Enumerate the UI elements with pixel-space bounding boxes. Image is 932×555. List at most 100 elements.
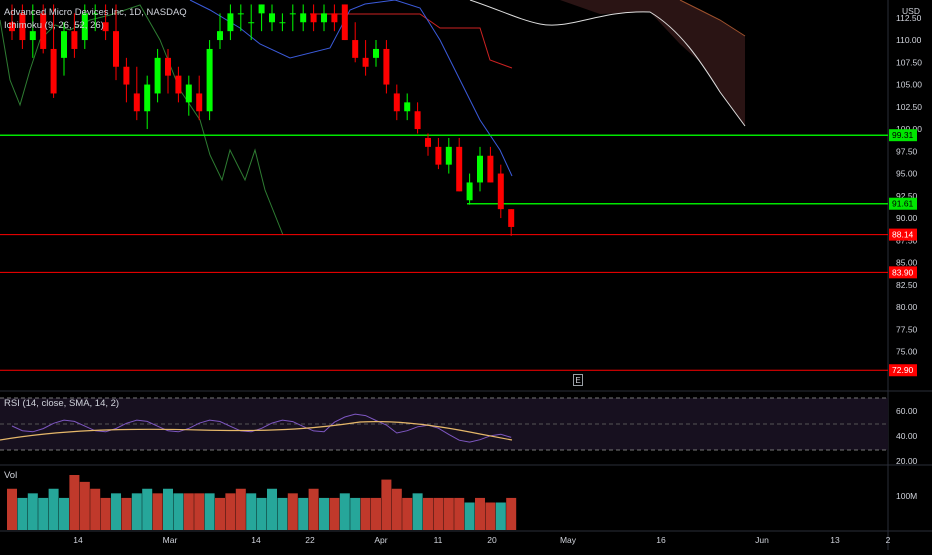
candle-body [92,13,99,15]
volume-bar [381,479,392,530]
kumo-cloud [500,0,745,126]
candle-body [71,31,78,49]
volume-bar [391,488,402,530]
candle-body [508,209,515,227]
candle-body [113,31,119,67]
candle-body [165,57,171,76]
candle-body [425,137,431,147]
volume-bar [267,488,277,530]
price-tick-label: 100.00 [896,124,922,134]
candle-body [175,75,182,94]
candle-body [300,13,307,23]
price-level-badge-label: 83.90 [892,267,914,277]
symbol-title: Advanced Micro Devices Inc, 1D, NASDAQ [4,7,187,18]
price-level-badge-bg [889,228,917,241]
candle-body [497,173,504,210]
candle-body [206,48,213,112]
candle-body [383,48,390,85]
time-tick-label: 22 [305,535,315,545]
price-tick-label: 80.00 [896,302,918,312]
candle-body [144,84,151,112]
volume-bar [277,497,288,530]
volume-bar [319,497,329,530]
volume-bar [69,475,80,530]
candle-body [487,155,494,183]
candle-body [40,13,47,49]
candle-body [404,102,411,112]
time-tick-label: 20 [487,535,497,545]
candle-body [133,93,140,112]
price-level-badge-label: 99.31 [892,130,914,140]
time-tick-label: 14 [73,535,83,545]
volume-bar [412,493,423,530]
earnings-icon[interactable]: E [573,374,583,386]
price-tick-label: 75.00 [896,347,918,357]
time-tick-label: 14 [251,535,261,545]
price-tick-label: 107.50 [896,57,922,67]
candle-body [269,13,275,23]
volume-bar [7,488,17,530]
volume-bar [298,497,309,530]
candle-body [217,31,223,41]
volume-bar [215,497,225,530]
time-tick-label: Apr [374,535,387,545]
volume-bar [27,493,38,530]
volume-bar [90,488,101,530]
rsi-tick-label: 60.00 [896,406,918,416]
volume-bar [506,497,517,530]
candle-body [456,146,463,192]
price-level-badge-bg [889,129,917,142]
price-level-badge[interactable]: 91.61 [889,197,917,210]
price-level-badge[interactable]: 88.14 [889,228,917,241]
candle-body [466,182,473,201]
candle-body [414,111,421,130]
price-level-badge-bg [889,364,917,377]
price-tick-label: 92.50 [896,191,918,201]
price-tick-label: 105.00 [896,80,922,90]
price-tick-label: 85.00 [896,258,918,268]
volume-bar [360,497,371,530]
candle-body [279,22,286,24]
rsi-moving-average [0,421,513,441]
time-tick-label: Jun [755,535,769,545]
volume-bar [173,493,184,530]
price-level-badge[interactable]: 72.90 [889,364,917,377]
volume-bar [339,493,350,530]
candle-body [81,13,88,41]
volume-bar [121,497,132,530]
price-level-badge[interactable]: 83.90 [889,266,917,279]
candle-body [227,13,234,32]
price-level-badge-bg [889,197,917,210]
volume-bar [495,502,506,530]
price-level-badge-label: 72.90 [892,365,914,375]
candle-body [435,146,442,165]
time-tick-label: Mar [163,535,178,545]
volume-bar [235,488,246,530]
candle-body [123,66,130,85]
candle-body [341,4,348,41]
rsi-tick-label: 40.00 [896,431,918,441]
candle-body [331,13,338,23]
volume-bar [100,497,111,530]
price-level-badge[interactable]: 99.31 [889,129,917,142]
candle-body [9,22,15,32]
time-tick-label: 16 [656,535,666,545]
candle-body [185,84,192,103]
price-level-badge-label: 88.14 [892,230,914,240]
candle-body [393,93,400,112]
time-tick-label: 13 [830,535,840,545]
volume-bar [454,497,465,530]
volume-bar [246,493,257,530]
volume-bar [59,497,69,530]
price-tick-label: 90.00 [896,213,918,223]
volume-bar [111,493,121,530]
candle-body [352,40,359,58]
volume-label: Vol [4,470,18,481]
volume-bar [183,493,194,530]
volume-bar [308,488,319,530]
candle-body [321,13,327,23]
volume-bar [371,497,381,530]
candle-body [373,48,379,58]
